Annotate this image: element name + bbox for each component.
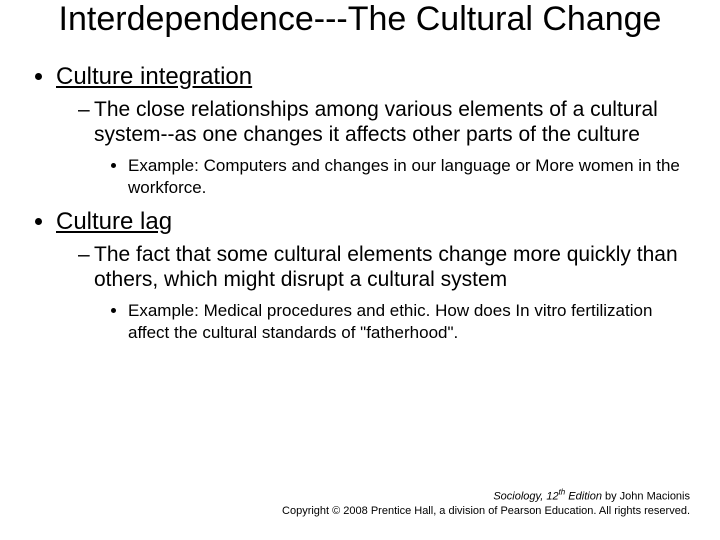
book-title: Sociology, 12 <box>493 490 558 502</box>
example-list: Example: Medical procedures and ethic. H… <box>128 300 690 343</box>
sub-list: The fact that some cultural elements cha… <box>78 242 690 343</box>
example-list: Example: Computers and changes in our la… <box>128 155 690 198</box>
footer-line-2: Copyright © 2008 Prentice Hall, a divisi… <box>282 504 690 518</box>
sub-text: The close relationships among various el… <box>94 98 658 146</box>
author: by John Macionis <box>602 490 690 502</box>
bullet-item: Culture lag The fact that some cultural … <box>56 208 690 343</box>
bullet-list: Culture integration The close relationsh… <box>56 63 690 343</box>
sub-item: The fact that some cultural elements cha… <box>78 242 690 343</box>
slide-title: Interdependence---The Cultural Change <box>30 0 690 53</box>
example-item: Example: Medical procedures and ethic. H… <box>128 300 690 343</box>
sub-text: The fact that some cultural elements cha… <box>94 243 678 291</box>
sub-item: The close relationships among various el… <box>78 97 690 198</box>
example-item: Example: Computers and changes in our la… <box>128 155 690 198</box>
bullet-head: Culture lag <box>56 208 172 235</box>
sub-list: The close relationships among various el… <box>78 97 690 198</box>
footer-line-1: Sociology, 12th Edition by John Macionis <box>282 488 690 504</box>
slide: Interdependence---The Cultural Change Cu… <box>0 0 720 540</box>
bullet-item: Culture integration The close relationsh… <box>56 63 690 198</box>
footer: Sociology, 12th Edition by John Macionis… <box>282 488 690 518</box>
bullet-head: Culture integration <box>56 63 252 90</box>
edition-after: Edition <box>565 490 602 502</box>
